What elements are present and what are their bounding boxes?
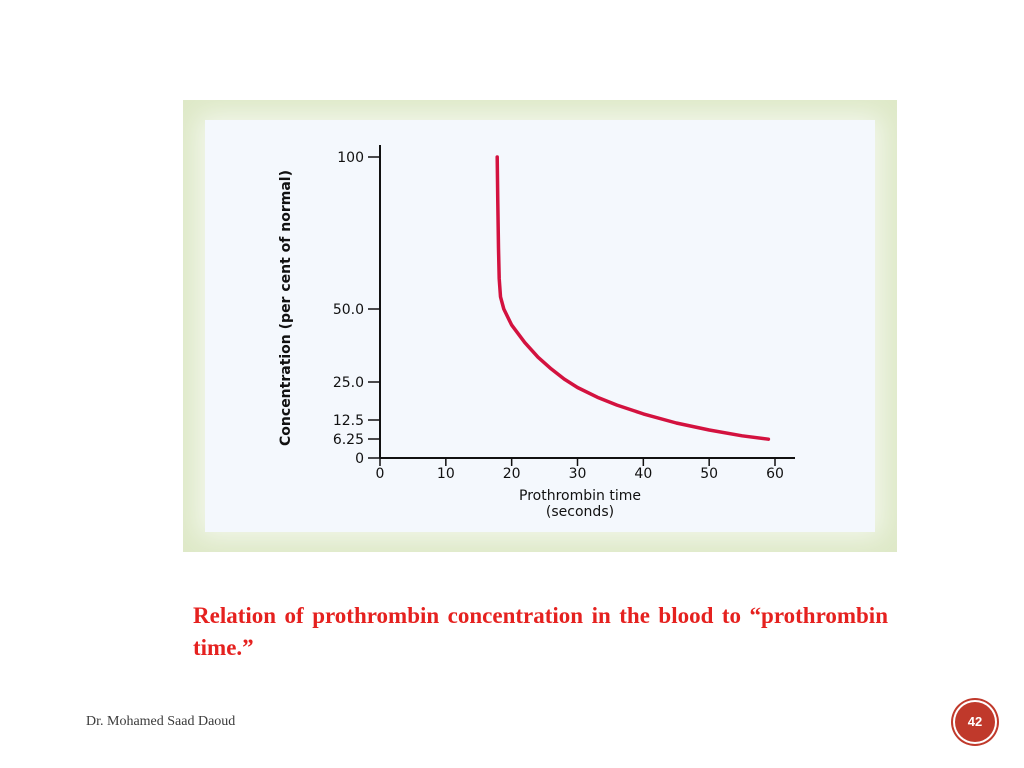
y-tick-label: 12.5 [333, 413, 364, 429]
x-tick-label: 10 [437, 466, 455, 482]
y-tick-label: 6.25 [333, 432, 364, 448]
y-tick-label: 100 [337, 150, 364, 166]
x-axis-title-line1: Prothrombin time [519, 488, 641, 504]
x-axis-title-line2: (seconds) [546, 504, 614, 520]
page-number-badge: 42 [955, 702, 995, 742]
prothrombin-curve [495, 155, 771, 441]
x-tick-label: 60 [766, 466, 784, 482]
y-axis-title: Concentration (per cent of normal) [278, 170, 294, 446]
y-tick-label: 25.0 [333, 375, 364, 391]
x-tick-label: 0 [376, 466, 385, 482]
x-tick-label: 50 [700, 466, 718, 482]
x-tick-label: 40 [634, 466, 652, 482]
x-tick-label: 20 [503, 466, 521, 482]
figure-frame [183, 100, 897, 552]
figure-background [205, 120, 875, 532]
x-tick-label: 30 [569, 466, 587, 482]
y-tick-label: 50.0 [333, 302, 364, 318]
y-tick-label: 0 [355, 451, 364, 467]
figure-caption: Relation of prothrombin concentration in… [193, 603, 888, 660]
footer-author: Dr. Mohamed Saad Daoud [86, 714, 236, 729]
